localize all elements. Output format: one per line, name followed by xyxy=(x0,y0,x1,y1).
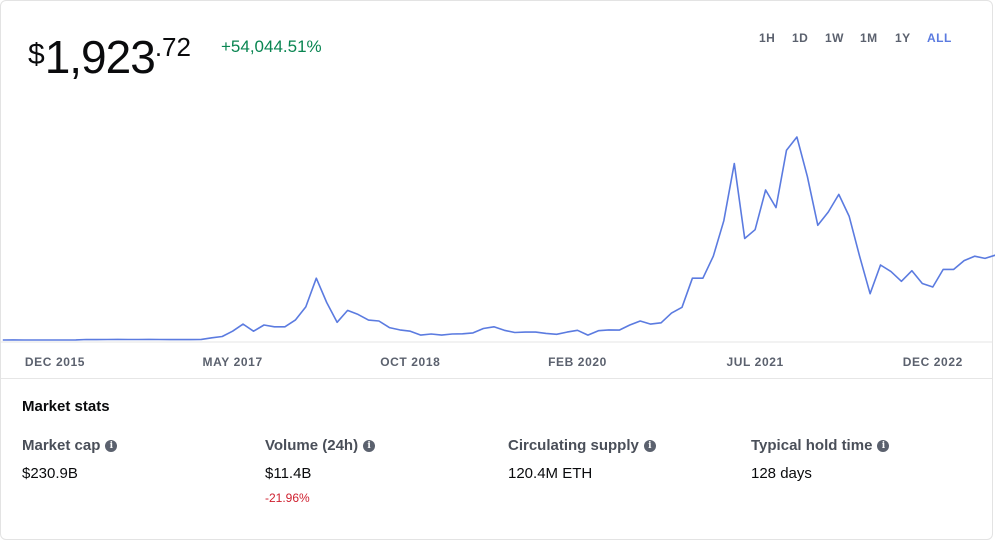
timeframe-button[interactable]: 1H xyxy=(759,31,776,45)
x-tick-label: OCT 2018 xyxy=(380,355,440,369)
stat-value: $11.4B xyxy=(265,465,312,482)
stat-label-row: Market cap i xyxy=(22,437,118,454)
price-integer: 1,923 xyxy=(44,31,156,83)
timeframe-button[interactable]: ALL xyxy=(927,31,952,45)
stat-label: Volume (24h) xyxy=(265,437,359,454)
x-tick-label: JUL 2021 xyxy=(727,355,784,369)
stat-label: Circulating supply xyxy=(508,437,639,454)
x-tick-label: FEB 2020 xyxy=(548,355,607,369)
timeframe-button[interactable]: 1W xyxy=(825,31,844,45)
price: $1,923.72 xyxy=(28,30,191,84)
stat-value: 120.4M ETH xyxy=(508,465,593,482)
price-line xyxy=(2,136,995,341)
stat-change: -21.96% xyxy=(265,491,310,505)
chart: DEC 2015 MAY 2017 OCT 2018 FEB 2020 JUL 2021… xyxy=(1,136,995,369)
stat: Market cap i $230.9B xyxy=(22,437,118,482)
stat-label-row: Volume (24h) i xyxy=(265,437,376,454)
price-decimal: .72 xyxy=(154,32,191,62)
stat-label-row: Circulating supply i xyxy=(508,437,656,454)
info-icon[interactable]: i xyxy=(105,439,118,452)
stat-value: $230.9B xyxy=(22,465,78,482)
timeframe-button[interactable]: 1Y xyxy=(895,31,911,45)
price-change: +54,044.51% xyxy=(221,37,322,56)
stats-title: Market stats xyxy=(22,398,110,415)
timeframe-button[interactable]: 1M xyxy=(860,31,878,45)
info-icon[interactable]: i xyxy=(877,439,890,452)
info-icon[interactable]: i xyxy=(643,439,656,452)
info-icon[interactable]: i xyxy=(363,439,376,452)
x-tick-label: DEC 2022 xyxy=(903,355,963,369)
divider xyxy=(1,378,992,379)
x-tick-label: DEC 2015 xyxy=(25,355,85,369)
stat: Volume (24h) i $11.4B -21.96% xyxy=(265,437,376,505)
stat: Typical hold time i 128 days xyxy=(751,437,890,482)
timeframe-button[interactable]: 1D xyxy=(792,31,809,45)
stat-label: Market cap xyxy=(22,437,101,454)
price-currency: $ xyxy=(28,38,45,71)
x-tick-label: MAY 2017 xyxy=(203,355,263,369)
stat-label-row: Typical hold time i xyxy=(751,437,890,454)
stat: Circulating supply i 120.4M ETH xyxy=(508,437,656,482)
stat-label: Typical hold time xyxy=(751,437,873,454)
stat-value: 128 days xyxy=(751,465,812,482)
